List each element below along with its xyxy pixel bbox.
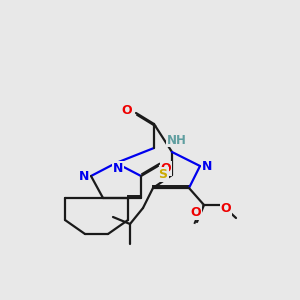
Text: N: N — [113, 161, 123, 175]
Text: NH: NH — [167, 134, 187, 146]
Text: O: O — [161, 161, 171, 175]
Text: N: N — [79, 169, 89, 182]
Text: O: O — [191, 206, 201, 218]
Text: N: N — [202, 160, 212, 173]
Text: O: O — [122, 103, 132, 116]
Text: S: S — [158, 167, 167, 181]
Text: O: O — [221, 202, 231, 215]
